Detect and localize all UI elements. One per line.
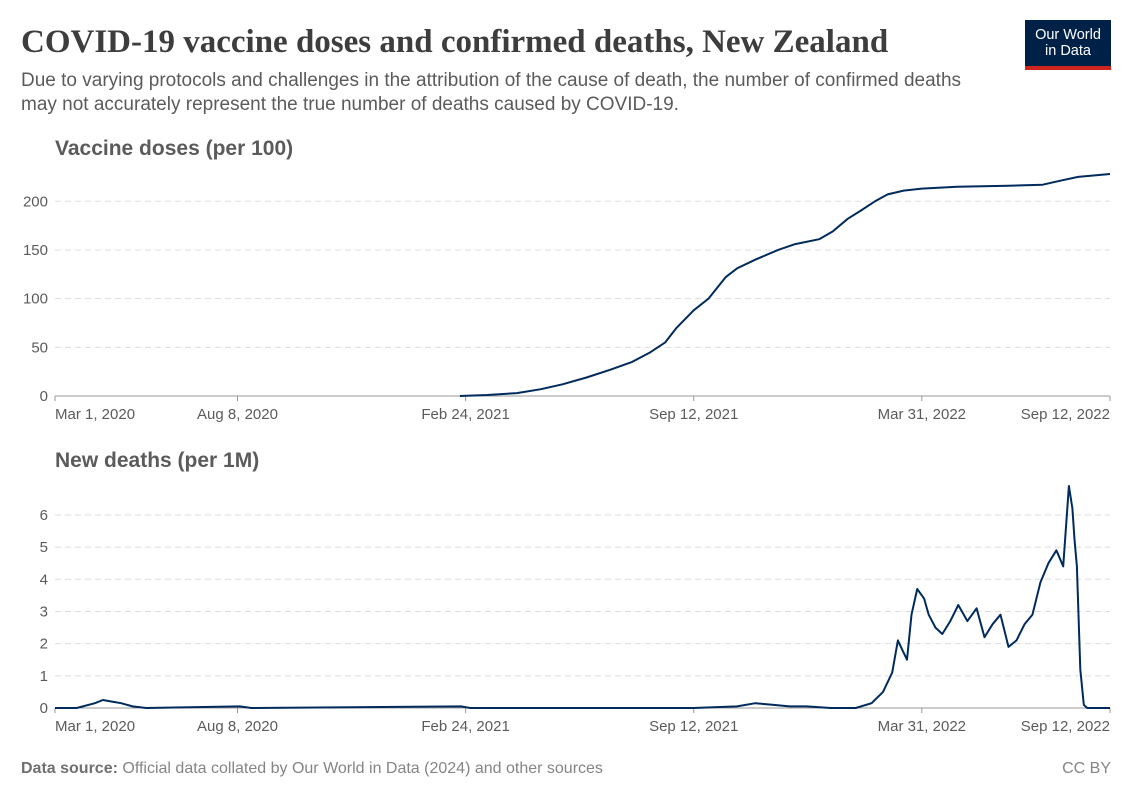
chart-subtitle: Due to varying protocols and challenges … xyxy=(21,70,962,115)
y-tick-label: 150 xyxy=(23,242,48,259)
chart-title: COVID-19 vaccine doses and confirmed dea… xyxy=(21,24,889,60)
logo-line-2: in Data xyxy=(1045,43,1091,59)
series-line xyxy=(459,173,1111,397)
y-tick-label: 200 xyxy=(23,193,48,210)
y-tick-label: 0 xyxy=(40,388,48,405)
y-tick-label: 5 xyxy=(40,539,48,556)
x-tick-label: Mar 1, 2020 xyxy=(55,718,135,735)
panel-title: New deaths (per 1M) xyxy=(55,449,259,472)
x-tick-label: Sep 12, 2021 xyxy=(649,406,738,423)
license-link[interactable]: CC BY xyxy=(1062,760,1111,777)
x-tick-label: Feb 24, 2021 xyxy=(421,406,509,423)
y-tick-label: 0 xyxy=(40,700,48,717)
x-tick-label: Aug 8, 2020 xyxy=(197,718,278,735)
y-tick-label: 4 xyxy=(40,571,48,588)
data-source-label: Data source: xyxy=(21,760,118,777)
x-tick-label: Aug 8, 2020 xyxy=(197,406,278,423)
x-tick-label: Mar 31, 2022 xyxy=(878,718,966,735)
y-tick-label: 50 xyxy=(31,339,48,356)
y-tick-label: 1 xyxy=(40,668,48,685)
series-line xyxy=(55,485,1110,709)
x-tick-label: Sep 12, 2022 xyxy=(1021,406,1110,423)
y-tick-label: 3 xyxy=(40,603,48,620)
x-tick-label: Mar 1, 2020 xyxy=(55,406,135,423)
y-tick-label: 100 xyxy=(23,291,48,308)
y-tick-label: 2 xyxy=(40,636,48,653)
x-tick-label: Sep 12, 2022 xyxy=(1021,718,1110,735)
panel-title: Vaccine doses (per 100) xyxy=(55,137,293,160)
data-source: Data source: Official data collated by O… xyxy=(21,760,603,778)
logo-line-1: Our World xyxy=(1035,27,1101,43)
owid-logo[interactable]: Our World in Data xyxy=(1025,20,1111,70)
x-tick-label: Feb 24, 2021 xyxy=(421,718,509,735)
y-tick-label: 6 xyxy=(40,507,48,524)
data-source-text[interactable]: Official data collated by Our World in D… xyxy=(122,760,603,777)
x-tick-label: Mar 31, 2022 xyxy=(878,406,966,423)
x-tick-label: Sep 12, 2021 xyxy=(649,718,738,735)
